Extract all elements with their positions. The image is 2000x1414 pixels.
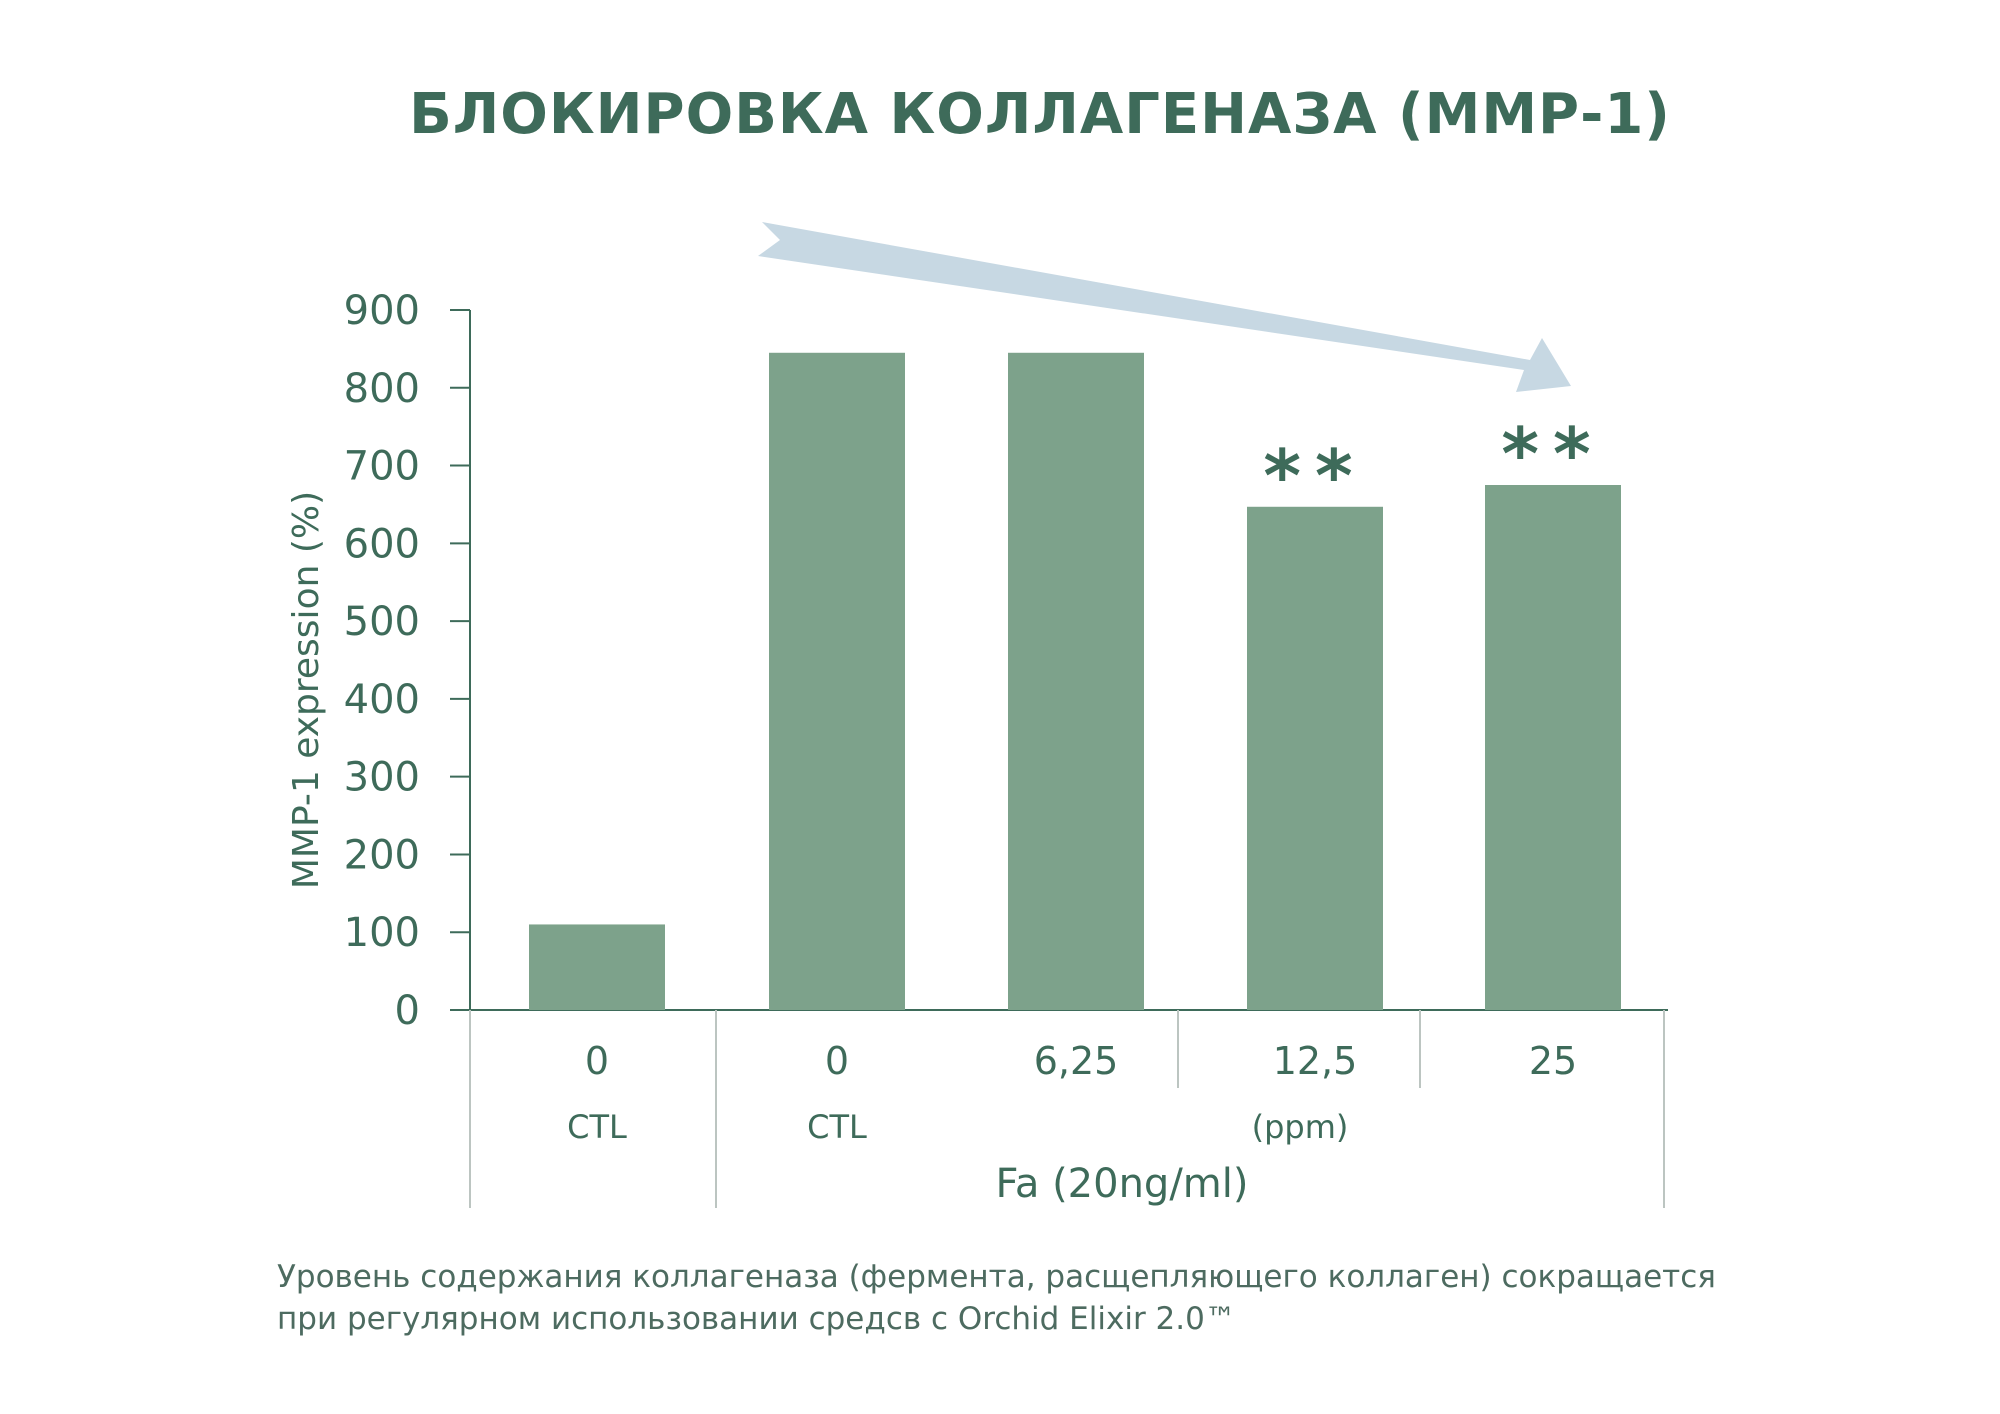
bar (1008, 352, 1144, 1010)
group-label-ppm: (ppm) (1252, 1108, 1349, 1146)
bars (529, 352, 1621, 1010)
y-tick-label: 300 (344, 755, 420, 801)
x-axis-categories: 0 0 6,25 12,5 25 (585, 1039, 1577, 1083)
x-category-label: 0 (825, 1039, 849, 1083)
y-tick-label: 200 (344, 832, 420, 878)
y-tick-label: 0 (395, 988, 420, 1034)
bar (529, 924, 665, 1010)
trend-arrow (758, 222, 1571, 392)
significance-mark: ** (1263, 434, 1366, 518)
x-category-label: 0 (585, 1039, 609, 1083)
x-category-label: 6,25 (1034, 1039, 1119, 1083)
chart-title: БЛОКИРОВКА КОЛЛАГЕНАЗА (ММР-1) (409, 82, 1671, 147)
group-label-ctl-1: CTL (567, 1108, 627, 1146)
group-label-ctl-2: CTL (807, 1108, 867, 1146)
y-axis-ticks: 0 100 200 300 400 500 600 700 800 900 (344, 288, 470, 1034)
y-tick-label: 900 (344, 288, 420, 334)
bar (1485, 485, 1621, 1010)
caption-line-2: при регулярном использовании средсв с Or… (277, 1301, 1236, 1337)
x-category-label: 25 (1529, 1039, 1577, 1083)
category-dividers (469, 1010, 1665, 1208)
bar (1247, 506, 1383, 1010)
bar (769, 352, 905, 1010)
significance-mark: ** (1501, 412, 1604, 496)
y-tick-label: 400 (344, 677, 420, 723)
y-tick-label: 100 (344, 910, 420, 956)
y-tick-label: 700 (344, 444, 420, 490)
y-axis-label: MMP-1 expression (%) (286, 491, 327, 889)
x-category-label: 12,5 (1273, 1039, 1358, 1083)
x-axis-label: Fa (20ng/ml) (996, 1161, 1249, 1207)
significance-marks: ** ** (1263, 412, 1604, 518)
y-tick-label: 800 (344, 366, 420, 412)
y-tick-label: 600 (344, 521, 420, 567)
caption-line-1: Уровень содержания коллагеназа (фермента… (277, 1259, 1716, 1295)
y-tick-label: 500 (344, 599, 420, 645)
caption: Уровень содержания коллагеназа (фермента… (277, 1256, 1777, 1340)
